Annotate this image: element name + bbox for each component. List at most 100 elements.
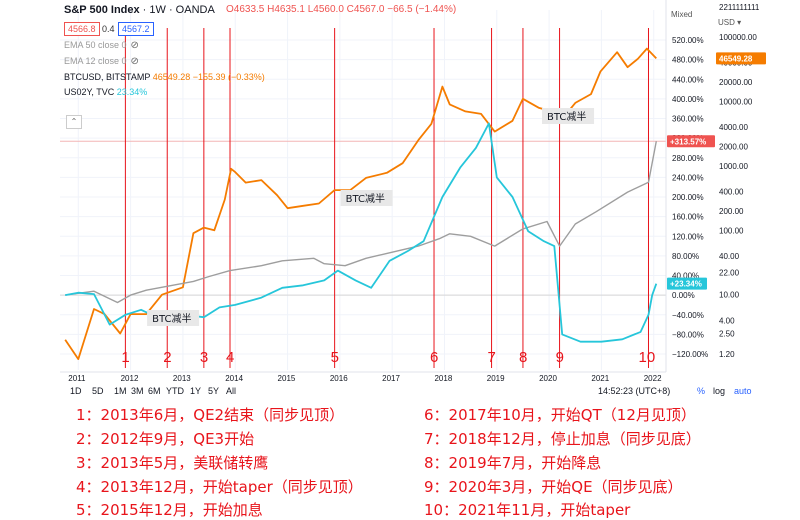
range-1d[interactable]: 1D xyxy=(70,386,82,396)
x-tick-label: 2016 xyxy=(330,374,348,383)
price-tick-label: 1.20 xyxy=(719,350,735,359)
range-ytd[interactable]: YTD xyxy=(166,386,184,396)
note-3: 3：2013年5月，美联储转鹰 xyxy=(76,454,269,472)
btc-last-badge-bg xyxy=(716,52,766,65)
x-tick-label: 2013 xyxy=(173,374,191,383)
spread-value: 0.4 xyxy=(102,24,115,34)
legend-btc-name: BTCUSD, BITSTAMP xyxy=(64,72,151,82)
x-tick-label: 2018 xyxy=(434,374,452,383)
right-price-axis[interactable]: 520.00%480.00%440.00%400.00%360.00%320.0… xyxy=(665,0,800,372)
pct-tick-label: 280.00% xyxy=(672,154,704,163)
legend-btc[interactable]: BTCUSD, BITSTAMP 46549.28 −155.39 (−0.33… xyxy=(64,72,265,82)
x-tick-label: 2015 xyxy=(278,374,296,383)
chart-title: S&P 500 Index · 1W · OANDA xyxy=(64,4,215,16)
interval-source: · 1W · OANDA xyxy=(139,4,215,16)
range-all[interactable]: All xyxy=(226,386,237,396)
legend-us02y[interactable]: US02Y, TVC 23.34% xyxy=(64,87,147,97)
range-1y[interactable]: 1Y xyxy=(190,386,202,396)
range-5y[interactable]: 5Y xyxy=(208,386,220,396)
buy-price-box[interactable]: 4567.2 xyxy=(118,22,154,36)
halving-label-1: BTC减半 xyxy=(152,312,191,325)
legend-us02y-value: 23.34% xyxy=(116,87,148,97)
pct-tick-label: −80.00% xyxy=(672,330,704,339)
ohlc-readout: O4633.5 H4635.1 L4560.0 C4567.0 −66.5 (−… xyxy=(226,4,457,15)
note-1: 1：2013年6月，QE2结束（同步见顶） xyxy=(76,406,345,424)
collapse-legend-icon[interactable]: ⌃ xyxy=(66,115,82,129)
spx-last-badge-bg xyxy=(667,135,715,148)
auto-scale-toggle[interactable]: auto xyxy=(734,386,752,396)
x-tick-label: 2017 xyxy=(382,374,400,383)
event-number-6: 6 xyxy=(430,349,438,366)
log-scale-toggle[interactable]: log xyxy=(713,386,726,396)
price-tick-label: 10.00 xyxy=(719,291,740,300)
top-price-label: 2211111111 xyxy=(719,3,760,12)
x-tick-label: 2021 xyxy=(591,374,609,383)
event-number-4: 4 xyxy=(226,349,234,366)
legend-ema12-label: EMA 12 close 0 xyxy=(64,56,127,66)
pct-tick-label: 480.00% xyxy=(672,56,704,65)
price-tick-label: 2.50 xyxy=(719,329,735,338)
x-tick-label: 2019 xyxy=(487,374,505,383)
pct-tick-label: 0.00% xyxy=(672,291,695,300)
note-7: 7：2018年12月，停止加息（同步见底） xyxy=(424,430,701,448)
spx-last-badge: +313.57% xyxy=(670,137,706,146)
pct-tick-label: 120.00% xyxy=(672,232,704,241)
price-tick-label: 4.00 xyxy=(719,316,735,325)
mixed-label: Mixed xyxy=(671,10,693,19)
pct-tick-label: 520.00% xyxy=(672,36,704,45)
legend-ema12[interactable]: EMA 12 close 0 ⊘ xyxy=(64,56,139,67)
price-tick-label: 40.00 xyxy=(719,252,740,261)
halving-box-1 xyxy=(147,310,200,326)
x-tick-label: 2011 xyxy=(68,374,86,383)
event-number-7: 7 xyxy=(488,349,496,366)
percent-scale-toggle[interactable]: % xyxy=(697,386,706,396)
halving-box-2 xyxy=(340,190,393,206)
halving-label-3: BTC减半 xyxy=(547,110,586,123)
btc-last-badge: 46549.28 xyxy=(719,54,753,63)
note-6: 6：2017年10月，开始QT（12月见顶） xyxy=(424,406,696,424)
note-5: 5：2015年12月，开始加息 xyxy=(76,501,263,519)
clock-readout[interactable]: 14:52:23 (UTC+8) xyxy=(598,386,671,396)
x-tick-label: 2012 xyxy=(121,374,139,383)
price-tick-label: 100000.00 xyxy=(719,33,757,42)
price-tick-label: 2000.00 xyxy=(719,142,748,151)
price-tick-label: 4000.00 xyxy=(719,123,748,132)
note-9: 9：2020年3月，开始QE（同步见底） xyxy=(424,478,683,496)
pct-tick-label: −40.00% xyxy=(672,311,704,320)
pct-tick-label: 400.00% xyxy=(672,95,704,104)
pct-tick-label: 40.00% xyxy=(672,272,699,281)
range-5d[interactable]: 5D xyxy=(92,386,104,396)
range-3m[interactable]: 3M xyxy=(131,386,144,396)
note-4: 4：2013年12月，开始taper（同步见顶） xyxy=(76,478,363,496)
event-lines xyxy=(124,28,649,368)
range-6m[interactable]: 6M xyxy=(148,386,161,396)
price-tick-label: 400.00 xyxy=(719,187,744,196)
series-line-spx xyxy=(65,141,657,304)
pct-tick-label: 80.00% xyxy=(672,252,699,261)
sell-price-box[interactable]: 4566.8 xyxy=(64,22,100,36)
event-number-3: 3 xyxy=(200,349,208,366)
time-axis[interactable]: 2011 2012 2013 2014 2015 2016 2017 2018 2019 2020… xyxy=(60,371,666,383)
us02y-last-badge-bg xyxy=(667,277,707,290)
us02y-last-badge: +23.34% xyxy=(670,280,702,289)
note-10: 10：2021年11月，开始taper xyxy=(424,501,631,519)
halving-box-3 xyxy=(542,108,595,124)
eye-off-icon[interactable]: ⊘ xyxy=(130,56,139,67)
price-tick-label: 1000.00 xyxy=(719,162,748,171)
event-number-10: 10 xyxy=(638,349,655,366)
pct-tick-label: 360.00% xyxy=(672,115,704,124)
eye-off-icon[interactable]: ⊘ xyxy=(130,40,139,51)
event-number-5: 5 xyxy=(331,349,339,366)
legend-ema50[interactable]: EMA 50 close 0 ⊘ xyxy=(64,40,139,51)
symbol-name[interactable]: S&P 500 Index xyxy=(64,4,140,16)
price-tick-label: 10000.00 xyxy=(719,97,753,106)
range-1m[interactable]: 1M xyxy=(114,386,127,396)
note-8: 8：2019年7月，开始降息 xyxy=(424,454,602,472)
currency-selector[interactable]: USD ▾ xyxy=(718,18,741,27)
halving-label-2: BTC减半 xyxy=(346,192,385,205)
chevron-down-icon: ▾ xyxy=(737,18,742,27)
scale-mode-mixed[interactable]: Mixed xyxy=(671,10,692,19)
event-number-9: 9 xyxy=(556,349,564,366)
pct-tick-label: 440.00% xyxy=(672,75,704,84)
price-chart[interactable]: 520.00%480.00%440.00%400.00%360.00%320.0… xyxy=(0,0,800,383)
